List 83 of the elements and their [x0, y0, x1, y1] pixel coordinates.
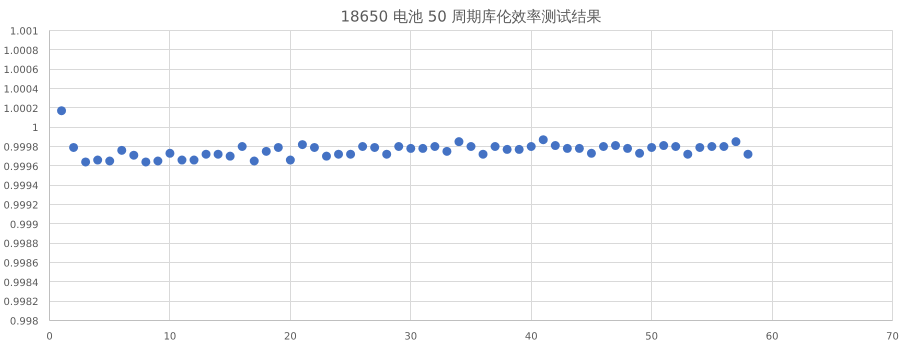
y-tick-label: 1.001 [10, 26, 39, 38]
y-tick-label: 0.9998 [4, 142, 39, 154]
point [81, 157, 90, 166]
point [623, 144, 632, 153]
point [574, 144, 584, 153]
point [514, 144, 524, 154]
point [250, 156, 259, 166]
point [671, 142, 680, 151]
x-tick-label: 30 [404, 332, 418, 342]
point [153, 156, 162, 166]
point [226, 152, 235, 161]
point [346, 150, 356, 159]
x-tick-label: 10 [164, 332, 176, 342]
point [190, 156, 199, 165]
point [382, 150, 392, 159]
point [526, 142, 536, 151]
point [647, 142, 656, 152]
point [105, 156, 114, 166]
point [93, 156, 102, 165]
point [683, 150, 692, 159]
y-tick-label: 0.9982 [4, 297, 39, 308]
y-tick-label: 0.9992 [4, 200, 39, 212]
point [478, 150, 488, 159]
y-tick-label: 0.998 [10, 316, 39, 328]
point [743, 150, 752, 159]
y-tick-label: 1.0004 [4, 84, 39, 96]
point [695, 142, 704, 152]
y-tick-label: 0.9996 [4, 162, 39, 173]
point [310, 142, 319, 152]
point [538, 135, 548, 144]
point [141, 157, 150, 166]
point [274, 142, 283, 152]
point [262, 146, 271, 156]
point [406, 144, 416, 153]
point [117, 146, 126, 155]
y-tick-label: 0.9988 [4, 239, 39, 250]
point [334, 150, 344, 159]
point [322, 152, 331, 161]
point [490, 142, 500, 151]
point [298, 140, 307, 150]
point [418, 144, 428, 153]
y-tick-label: 1 [32, 123, 39, 134]
point [69, 142, 78, 152]
point [394, 142, 404, 151]
point [454, 137, 464, 146]
point [466, 142, 476, 151]
point [129, 150, 138, 160]
x-tick-label: 70 [886, 332, 899, 342]
y-tick-label: 1.0002 [4, 104, 39, 115]
y-tick-label: 0.9986 [4, 258, 39, 270]
x-tick-label: 0 [46, 332, 53, 342]
point [202, 150, 211, 159]
point [586, 148, 596, 158]
x-tick-label: 60 [766, 332, 778, 342]
point [707, 142, 716, 151]
point [731, 137, 740, 146]
y-tick-label: 0.999 [10, 220, 39, 231]
point [562, 144, 572, 153]
point [177, 156, 186, 165]
point [165, 148, 174, 158]
point [442, 146, 452, 156]
point [550, 141, 560, 150]
point [238, 142, 247, 151]
point [659, 141, 668, 150]
point [598, 142, 608, 151]
x-tick-label: 40 [524, 332, 538, 342]
point [502, 144, 512, 154]
x-tick-label: 20 [284, 332, 297, 342]
x-tick-label: 50 [645, 332, 658, 342]
point [719, 142, 728, 151]
y-tick-label: 1.0008 [4, 46, 39, 57]
point [358, 142, 368, 151]
y-tick-label: 0.9994 [4, 181, 39, 192]
point [57, 106, 66, 116]
y-tick-label: 1.0006 [4, 65, 39, 76]
y-tick-label: 0.9984 [4, 278, 39, 289]
point [370, 142, 380, 152]
point [611, 141, 620, 150]
point [214, 150, 223, 159]
point [286, 156, 295, 165]
chart-title: 18650 电池 50 周期库伦效率测试结果 [340, 8, 602, 26]
point [635, 148, 644, 158]
point [430, 142, 440, 151]
